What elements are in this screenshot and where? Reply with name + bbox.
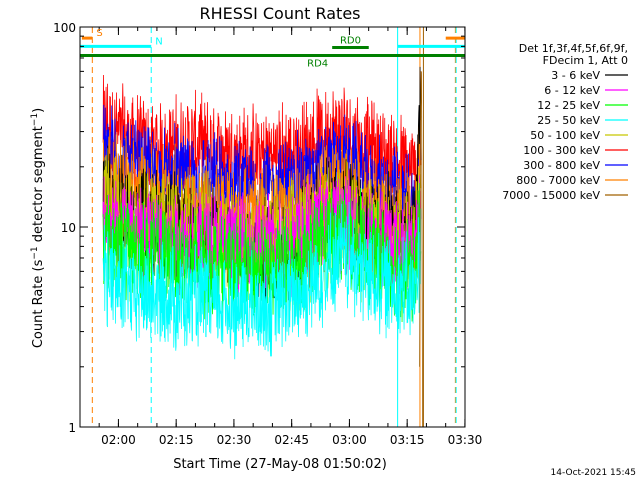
legend-label-800-7000-kev: 800 - 7000 keV — [516, 174, 600, 187]
y-tick-label: 100 — [53, 21, 76, 35]
legend-header-line-2: FDecim 1, Att 0 — [543, 54, 628, 67]
x-tick-label: 03:30 — [448, 433, 483, 447]
x-tick-label: 02:15 — [159, 433, 194, 447]
y-tick-label: 10 — [61, 221, 76, 235]
legend-label-25-50-kev: 25 - 50 keV — [537, 114, 600, 127]
legend-label-3-6-kev: 3 - 6 keV — [551, 69, 600, 82]
x-tick-label: 02:45 — [274, 433, 309, 447]
legend-label-300-800-kev: 300 - 800 keV — [523, 159, 600, 172]
legend: Det 1f,3f,4f,5f,6f,9f, FDecim 1, Att 0 3… — [502, 42, 628, 202]
legend-label-7000-15000-kev: 7000 - 15000 keV — [502, 189, 600, 202]
legend-label-100-300-kev: 100 - 300 keV — [523, 144, 600, 157]
series-line-7000-15000-kev — [419, 71, 424, 427]
x-axis-label: Start Time (27-May-08 01:50:02) — [173, 457, 387, 472]
legend-label-6-12-kev: 6 - 12 keV — [544, 84, 600, 97]
attenuator-label-s: S — [96, 28, 102, 39]
series-25-50-kev — [102, 202, 422, 360]
y-axis-label: Count Rate (s−1 detector segment−1) — [30, 108, 46, 348]
legend-label-50-100-kev: 50 - 100 keV — [530, 129, 600, 142]
attenuator-label-n: N — [155, 36, 162, 47]
x-tick-label: 03:00 — [332, 433, 367, 447]
x-tick-label: 02:00 — [101, 433, 136, 447]
series-100-300-kev — [102, 74, 422, 221]
x-tick-label: 03:15 — [390, 433, 425, 447]
legend-label-12-25-kev: 12 - 25 keV — [537, 99, 600, 112]
footer-timestamp: 14-Oct-2021 15:45 — [551, 468, 636, 478]
y-tick-label: 1 — [68, 421, 76, 435]
decimation-label-rd4: RD4 — [307, 59, 328, 70]
series-7000-15000-kev — [419, 71, 424, 427]
legend-header-line-1: Det 1f,3f,4f,5f,6f,9f, — [519, 42, 628, 55]
series-line-100-300-kev — [102, 74, 422, 221]
chart-title: RHESSI Count Rates — [200, 4, 361, 23]
series-line-25-50-kev — [102, 202, 422, 360]
decimation-label-rd0: RD0 — [340, 35, 361, 46]
x-tick-label: 02:30 — [217, 433, 252, 447]
